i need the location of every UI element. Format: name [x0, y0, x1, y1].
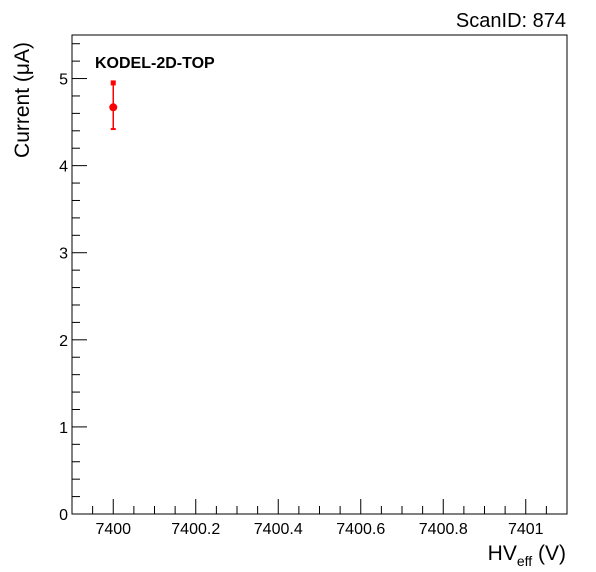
- x-tick-label: 7400.6: [336, 521, 385, 538]
- y-tick-label: 2: [59, 333, 68, 350]
- error-bar-cap-high: [110, 80, 116, 86]
- x-axis-tick-labels: 7400 7400.2 7400.4 7400.6 7400.8 7401: [95, 521, 543, 538]
- y-axis-ticks: [72, 43, 87, 515]
- x-tick-label: 7400.8: [419, 521, 468, 538]
- scan-id-label: ScanID: 874: [456, 10, 566, 32]
- x-tick-label: 7400.4: [254, 521, 303, 538]
- y-tick-label: 4: [59, 159, 68, 176]
- x-tick-label: 7401: [508, 521, 544, 538]
- x-axis-title: HVeff (V): [488, 542, 566, 569]
- data-point: [109, 103, 118, 112]
- y-tick-label: 3: [59, 246, 68, 263]
- y-tick-label: 0: [59, 507, 68, 524]
- x-axis-title-subscript: eff: [517, 553, 532, 569]
- x-axis-ticks: [92, 499, 547, 514]
- plot-frame: [71, 34, 568, 515]
- y-tick-label: 1: [59, 420, 68, 437]
- y-axis-tick-labels: 0 1 2 3 4 5: [59, 72, 68, 524]
- chamber-label: KODEL-2D-TOP: [95, 55, 215, 72]
- x-tick-label: 7400: [95, 521, 131, 538]
- x-axis-title-main: HV: [488, 542, 517, 565]
- y-axis-title: Current (μA): [11, 42, 34, 158]
- x-axis-title-unit: (V): [532, 542, 566, 565]
- data-points: [109, 80, 118, 131]
- y-tick-label: 5: [59, 72, 68, 89]
- x-tick-label: 7400.2: [171, 521, 220, 538]
